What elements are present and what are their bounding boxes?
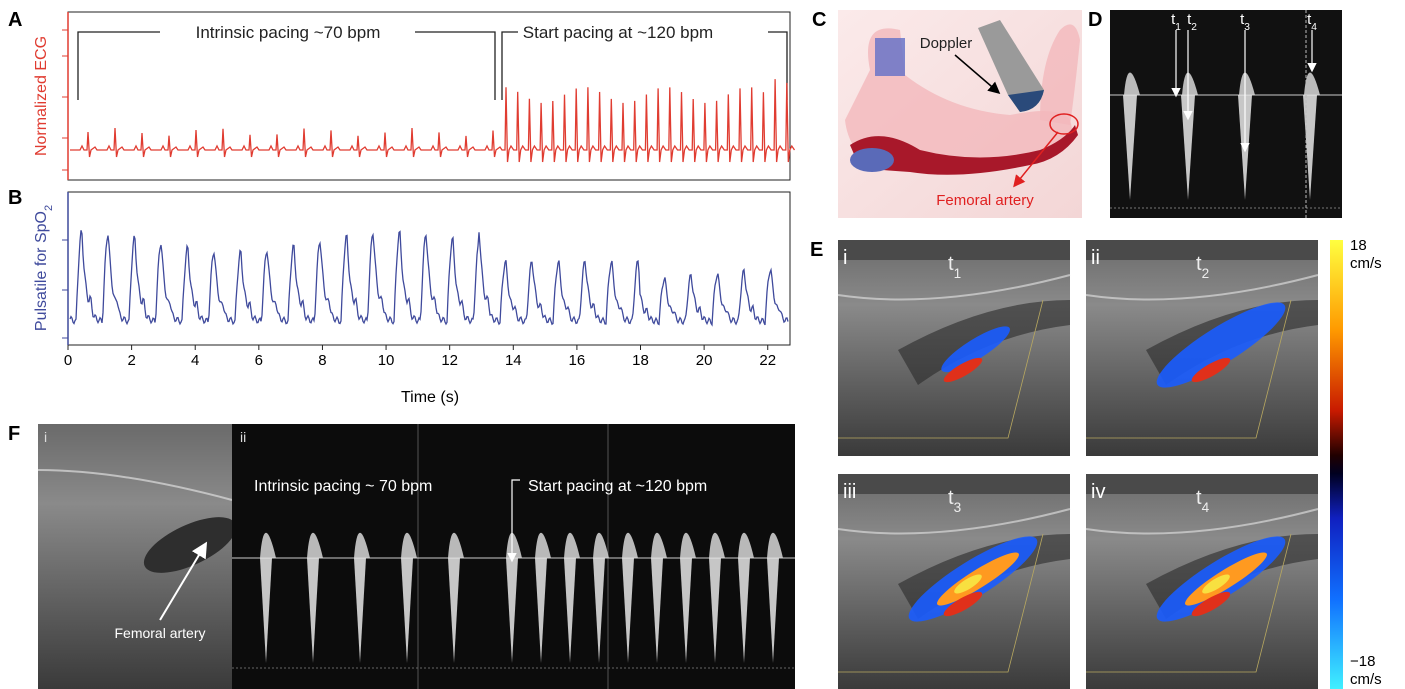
frame-label: iv <box>1091 481 1105 503</box>
top-layer <box>838 240 1070 260</box>
time-marker-subscript: 3 <box>954 500 962 515</box>
time-marker-subscript: 2 <box>1202 266 1210 281</box>
panel-label: F <box>8 423 20 445</box>
x-tick-label: 22 <box>759 352 776 369</box>
cuff <box>875 38 905 76</box>
time-marker-subscript: 2 <box>1191 22 1197 33</box>
top-layer <box>1086 474 1318 494</box>
colorbar <box>1330 240 1343 689</box>
time-marker-subscript: 4 <box>1202 500 1210 515</box>
x-tick-label: 18 <box>632 352 649 369</box>
time-marker-subscript: 1 <box>1175 22 1181 33</box>
colorbar-min: −18 <box>1350 653 1375 670</box>
y-axis-label-text: Pulsatile for SpO <box>33 211 50 331</box>
colorbar-unit: cm/s <box>1350 255 1382 272</box>
ecg-trace <box>70 79 795 162</box>
panel-label: B <box>8 187 22 209</box>
graphics <box>38 10 1343 689</box>
x-tick-label: 0 <box>64 352 72 369</box>
bracket <box>502 32 787 100</box>
x-tick-label: 2 <box>127 352 135 369</box>
time-marker-subscript: 1 <box>954 266 962 281</box>
organ <box>850 148 894 172</box>
x-tick-label: 12 <box>441 352 458 369</box>
figure: A B C D E F Normalized ECG Intrinsic pac… <box>0 0 1405 689</box>
bracket <box>78 32 495 100</box>
frame-label: ii <box>1091 247 1100 269</box>
panel-label: E <box>810 239 823 261</box>
x-axis-label: Time (s) <box>401 389 459 406</box>
y-axis-label: Normalized ECG <box>33 36 50 156</box>
frame-label: iii <box>843 481 856 503</box>
time-marker-subscript: 3 <box>1244 22 1250 33</box>
pulse-trace <box>70 230 788 325</box>
x-tick-label: 10 <box>378 352 395 369</box>
y-axis-label: Pulsatile for SpO2 <box>33 205 55 331</box>
annotation: Intrinsic pacing ~70 bpm <box>196 23 381 42</box>
colorbar-max: 18 <box>1350 237 1367 254</box>
probe-label: Doppler <box>920 35 973 52</box>
x-tick-label: 6 <box>255 352 263 369</box>
panel-label: A <box>8 9 22 31</box>
colorbar-unit: cm/s <box>1350 671 1382 688</box>
annotation: Start pacing at ~120 bpm <box>523 23 713 42</box>
frame-label: i <box>843 247 847 269</box>
top-layer <box>1086 240 1318 260</box>
frame-label: i <box>44 429 47 445</box>
time-marker-subscript: 4 <box>1311 22 1317 33</box>
panel-label: D <box>1088 9 1102 31</box>
x-tick-label: 4 <box>191 352 199 369</box>
annotation: Start pacing at ~120 bpm <box>528 478 707 495</box>
vessel-label: Femoral artery <box>114 625 205 641</box>
x-tick-label: 20 <box>696 352 713 369</box>
top-layer <box>838 474 1070 494</box>
frame-label: ii <box>240 429 246 445</box>
x-tick-label: 14 <box>505 352 522 369</box>
y-axis-label-subscript: 2 <box>43 205 55 211</box>
x-tick-label: 8 <box>318 352 326 369</box>
panel-label: C <box>812 9 826 31</box>
annotation: Intrinsic pacing ~ 70 bpm <box>254 478 432 495</box>
vessel-label: Femoral artery <box>936 192 1034 209</box>
x-tick-label: 16 <box>569 352 586 369</box>
